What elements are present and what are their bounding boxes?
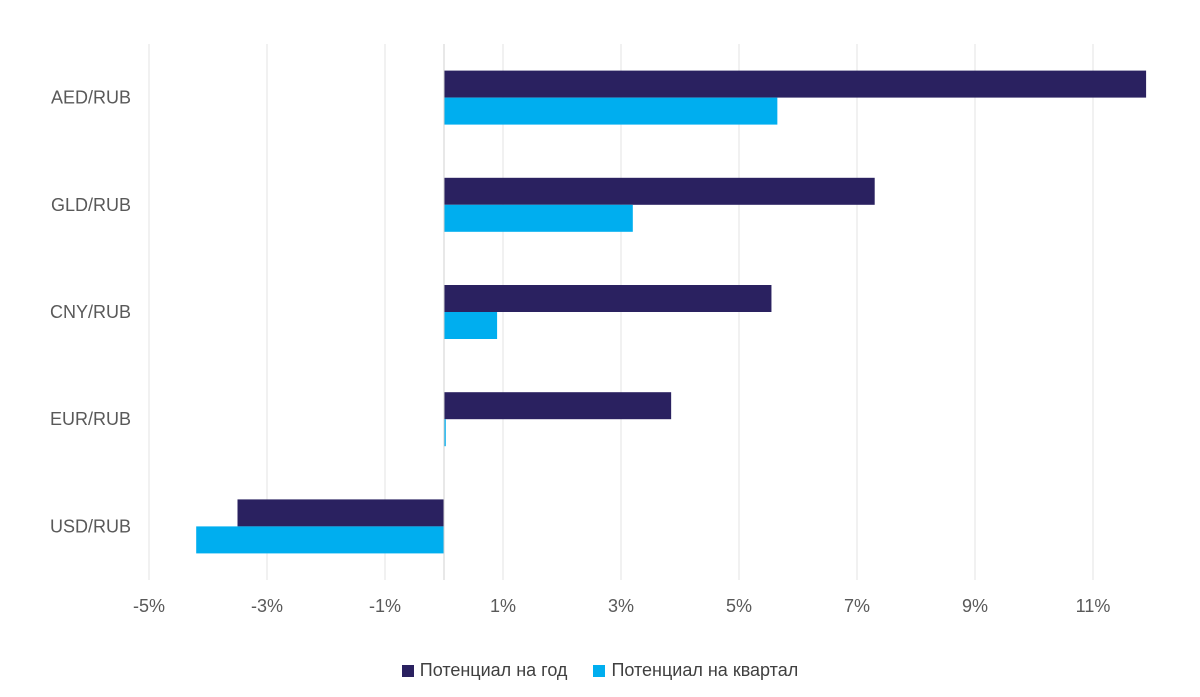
category-label: EUR/RUB [50, 409, 131, 429]
x-tick-label: 7% [844, 596, 870, 616]
bar-year [444, 70, 1147, 98]
legend: Потенциал на год Потенциал на квартал [0, 660, 1200, 681]
legend-item-quarter: Потенциал на квартал [593, 660, 798, 681]
x-tick-labels: -5% -3% -1% 1% 3% 5% 7% 9% 11% [133, 596, 1110, 616]
x-tick-label: -5% [133, 596, 165, 616]
bar-year [444, 177, 875, 205]
legend-item-year: Потенциал на год [401, 660, 568, 681]
legend-swatch-year [401, 664, 414, 677]
category-labels: AED/RUB GLD/RUB CNY/RUB EUR/RUB USD/RUB [50, 88, 131, 537]
x-tick-label: -1% [369, 596, 401, 616]
legend-label-quarter: Потенциал на квартал [611, 660, 799, 680]
category-label: AED/RUB [51, 88, 131, 108]
x-tick-label: 3% [608, 596, 634, 616]
bar-quarter [444, 419, 446, 447]
bar-year [444, 392, 672, 420]
bar-quarter [444, 312, 498, 339]
x-tick-label: 5% [726, 596, 752, 616]
category-label: GLD/RUB [51, 195, 131, 215]
bar-year [444, 285, 772, 312]
bar-quarter [196, 526, 444, 554]
legend-label-year: Потенциал на год [419, 660, 568, 680]
bar-year [237, 499, 444, 527]
x-tick-label: 9% [962, 596, 988, 616]
x-tick-label: 11% [1076, 596, 1111, 616]
bar-quarter [444, 97, 778, 125]
category-label: USD/RUB [50, 516, 131, 536]
x-tick-label: -3% [251, 596, 283, 616]
category-label: CNY/RUB [50, 302, 131, 322]
bars [196, 70, 1147, 554]
bar-quarter [444, 204, 633, 232]
x-tick-label: 1% [490, 596, 516, 616]
legend-swatch-quarter [593, 664, 606, 677]
